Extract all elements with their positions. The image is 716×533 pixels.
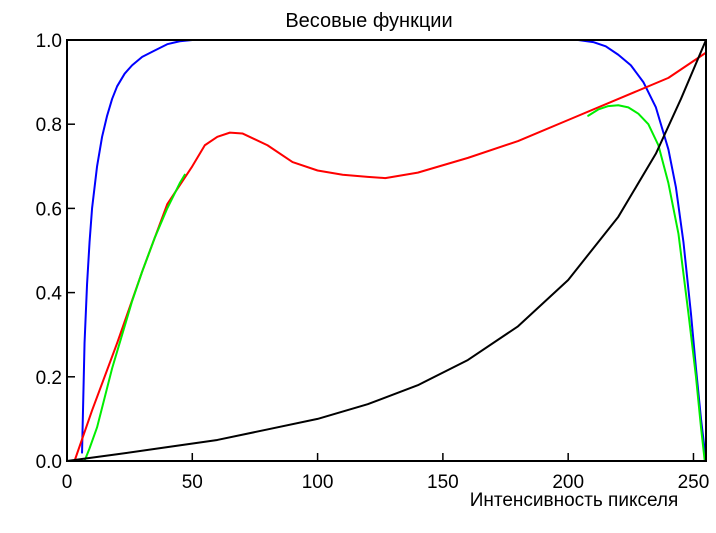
- y-tick-label: 0.4: [36, 284, 63, 305]
- x-tick-label: 50: [182, 472, 203, 493]
- plot-frame: [66, 39, 707, 462]
- x-tick-label: 150: [427, 472, 459, 493]
- y-axis-ticks: 0.0 0.2 0.4 0.6 0.8 1.0: [36, 31, 75, 473]
- plot-lines: [66, 39, 707, 462]
- chart-title: Весовые функции: [285, 10, 452, 32]
- x-axis-ticks: 0 50 100 150 200 250: [62, 453, 710, 493]
- x-tick-label: 200: [552, 472, 584, 493]
- x-axis-title: Интенсивность пикселя: [470, 490, 679, 511]
- series-line-3: [73, 51, 707, 462]
- x-tick-label: 0: [62, 472, 73, 493]
- y-tick-label: 0.8: [36, 115, 62, 136]
- x-tick-label: 100: [302, 472, 334, 493]
- series-line-4: [83, 173, 186, 462]
- y-tick-label: 0.0: [36, 452, 62, 473]
- series-line-1: [81, 39, 201, 454]
- x-tick-label: 250: [678, 472, 710, 493]
- y-tick-label: 1.0: [36, 31, 62, 52]
- series-line-5: [587, 104, 706, 462]
- y-tick-label: 0.6: [36, 199, 62, 220]
- series-line-2: [577, 39, 707, 462]
- y-tick-label: 0.2: [36, 368, 62, 389]
- series-line-6: [66, 39, 707, 462]
